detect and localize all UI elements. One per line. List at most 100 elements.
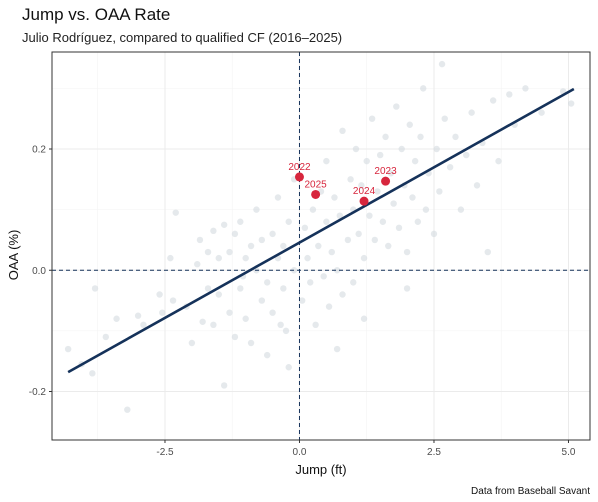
scatter-point — [473, 182, 481, 189]
scatter-point — [339, 291, 346, 298]
scatter-point — [417, 133, 424, 141]
scatter-point — [188, 339, 196, 347]
scatter-point — [441, 115, 448, 122]
scatter-point — [89, 370, 96, 377]
scatter-point — [411, 157, 419, 165]
scatter-point — [495, 157, 502, 165]
scatter-point — [204, 285, 212, 292]
scatter-point — [457, 206, 465, 213]
scatter-point — [282, 327, 290, 335]
scatter-point — [414, 218, 422, 225]
highlight-point-2022 — [294, 172, 304, 182]
scatter-point — [438, 60, 446, 68]
x-tick-label: -2.5 — [156, 447, 174, 458]
scatter-point — [403, 285, 411, 292]
scatter-point — [385, 242, 392, 250]
highlight-point-2023 — [381, 176, 391, 186]
y-tick-label: 0.0 — [32, 266, 46, 277]
scatter-point — [430, 230, 438, 238]
scatter-point — [390, 200, 397, 207]
panel-border — [51, 51, 591, 441]
scatter-point — [446, 163, 454, 171]
scatter-point — [422, 206, 430, 213]
scatter-point — [264, 351, 271, 359]
scatter-point — [253, 206, 260, 213]
scatter-point — [506, 91, 513, 98]
scatter-point — [360, 254, 368, 262]
scatter-point — [376, 151, 384, 159]
scatter-point — [331, 194, 338, 201]
scatter-point — [298, 297, 306, 304]
highlight-label-2023: 2023 — [374, 166, 397, 177]
scatter-point — [433, 145, 440, 153]
scatter-point — [231, 230, 239, 238]
highlight-point-2024 — [359, 196, 369, 206]
scatter-point — [220, 382, 228, 389]
axes: -2.5 0.0 2.5 5.0 -0.2 0.0 0.2 — [29, 51, 591, 458]
scatter-point — [242, 254, 249, 262]
scatter-point — [328, 248, 335, 256]
scatter-point — [420, 85, 427, 92]
scatter-point — [323, 157, 330, 165]
scatter-point — [269, 230, 276, 238]
scatter-point — [312, 321, 319, 329]
scatter-point — [336, 212, 344, 219]
scatter-point — [304, 254, 311, 262]
scatter-point — [237, 285, 244, 292]
scatter-point — [355, 230, 362, 238]
y-tick-label: -0.2 — [29, 387, 47, 398]
scatter-point — [280, 242, 287, 250]
scatter-point — [167, 254, 174, 262]
scatter-point — [360, 315, 368, 322]
scatter-point — [333, 345, 341, 353]
scatter-point — [323, 218, 330, 225]
scatter-point — [403, 248, 411, 256]
scatter-point — [220, 221, 228, 228]
scatter-point — [169, 297, 177, 304]
scatter-point — [452, 133, 459, 141]
scatter-point — [91, 285, 99, 292]
scatter-point — [307, 279, 314, 286]
scatter-point — [436, 188, 443, 195]
scatter-point — [468, 109, 475, 116]
scatter-point — [309, 206, 317, 213]
scatter-point — [242, 315, 249, 322]
scatter-point — [64, 345, 72, 353]
scatter-point — [258, 297, 266, 304]
scatter-point — [277, 321, 284, 329]
scatter-point — [347, 176, 354, 183]
scatter-point — [333, 267, 341, 274]
highlight-points: 2022 2025 2024 2023 — [288, 162, 397, 206]
trend-line — [67, 87, 575, 374]
scatter-point — [285, 218, 292, 225]
scatter-point — [226, 309, 233, 316]
background-points — [64, 60, 575, 413]
scatter-point — [398, 145, 405, 153]
scatter-point — [368, 115, 376, 122]
highlight-label-2024: 2024 — [353, 186, 376, 197]
scatter-point — [325, 303, 333, 310]
scatter-point — [339, 127, 346, 135]
scatter-point — [196, 236, 204, 244]
scatter-point — [366, 212, 373, 219]
scatter-point — [140, 321, 147, 329]
scatter-point — [350, 279, 357, 286]
trend-line-group — [67, 87, 575, 374]
scatter-point — [522, 85, 529, 92]
x-tick-label: 0.0 — [293, 447, 307, 458]
scatter-point — [204, 248, 212, 256]
scatter-point — [237, 218, 244, 225]
scatter-point — [226, 248, 233, 256]
scatter-point — [172, 209, 179, 216]
scatter-point — [363, 157, 370, 165]
scatter-point — [156, 291, 163, 298]
scatter-point — [215, 291, 222, 298]
scatter-point — [374, 188, 381, 195]
scatter-point — [409, 194, 416, 201]
scatter-point — [258, 236, 266, 244]
y-tick-label: 0.2 — [32, 145, 46, 156]
x-tick-label: 2.5 — [427, 447, 441, 458]
scatter-point — [538, 109, 545, 116]
scatter-point — [379, 218, 387, 225]
